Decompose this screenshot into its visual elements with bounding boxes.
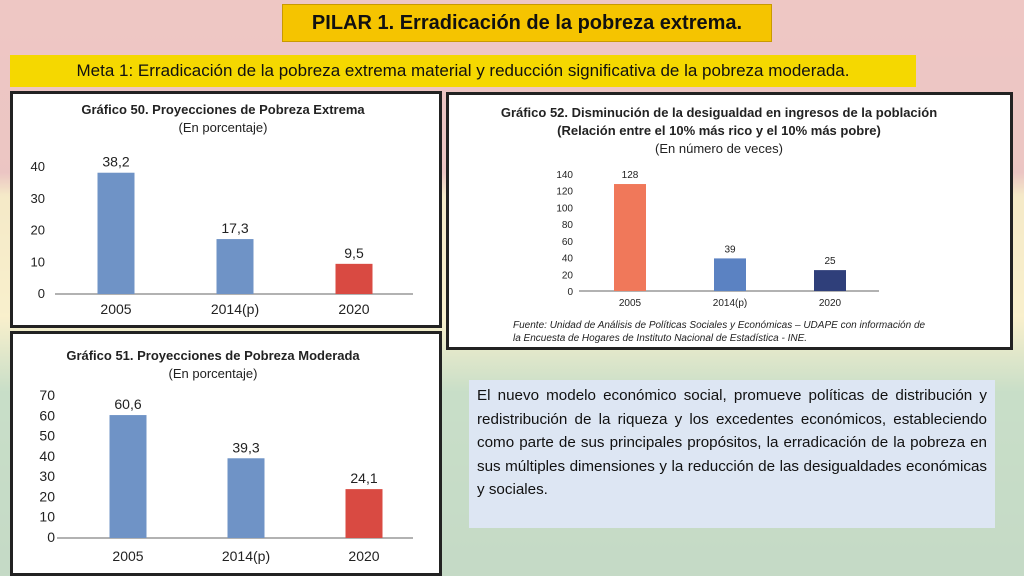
x-tick-label: 2020 — [819, 298, 842, 309]
x-tick-label: 2020 — [338, 301, 369, 317]
data-label: 38,2 — [102, 154, 129, 170]
chart-51-panel: Gráfico 51. Proyecciones de Pobreza Mode… — [10, 331, 442, 576]
y-tick-label: 60 — [562, 237, 574, 248]
chart-source-line-2: la Encuesta de Hogares de Instituto Naci… — [513, 333, 807, 344]
data-label: 39,3 — [232, 439, 259, 455]
description-text: El nuevo modelo económico social, promue… — [469, 380, 995, 528]
y-tick-label: 10 — [39, 509, 55, 525]
data-label: 128 — [622, 170, 639, 181]
bar — [216, 239, 254, 294]
bar — [814, 270, 846, 291]
y-tick-label: 80 — [562, 220, 574, 231]
chart-title: Gráfico 52. Disminución de la desigualda… — [501, 105, 937, 120]
y-tick-label: 140 — [556, 170, 573, 181]
y-tick-label: 0 — [47, 529, 55, 545]
y-tick-label: 0 — [38, 286, 45, 301]
y-tick-label: 20 — [39, 488, 55, 504]
y-tick-label: 40 — [31, 159, 45, 174]
chart-50: Gráfico 50. Proyecciones de Pobreza Extr… — [31, 102, 413, 317]
y-tick-label: 50 — [39, 428, 55, 444]
chart-52-panel: Gráfico 52. Disminución de la desigualda… — [446, 92, 1013, 350]
x-tick-label: 2005 — [619, 298, 642, 309]
y-tick-label: 70 — [39, 387, 55, 403]
y-tick-label: 30 — [31, 191, 45, 206]
chart-subtitle: (En porcentaje) — [179, 120, 268, 135]
y-tick-label: 120 — [556, 187, 573, 198]
chart-subtitle: (Relación entre el 10% más rico y el 10%… — [557, 123, 881, 138]
bar — [227, 458, 265, 538]
x-tick-label: 2014(p) — [211, 301, 259, 317]
bar — [614, 184, 646, 291]
bar — [109, 415, 147, 538]
chart-title: Gráfico 50. Proyecciones de Pobreza Extr… — [81, 102, 365, 117]
y-tick-label: 20 — [562, 270, 574, 281]
data-label: 25 — [824, 256, 836, 267]
y-tick-label: 20 — [31, 223, 45, 238]
chart-source-line-1: Fuente: Unidad de Análisis de Políticas … — [513, 320, 925, 331]
chart-52: Gráfico 52. Disminución de la desigualda… — [501, 105, 937, 344]
bar — [335, 263, 373, 294]
y-tick-label: 0 — [567, 287, 573, 298]
chart-51: Gráfico 51. Proyecciones de Pobreza Mode… — [39, 348, 413, 564]
data-label: 24,1 — [350, 470, 377, 486]
y-tick-label: 10 — [31, 254, 45, 269]
chart-subtitle: (En porcentaje) — [169, 366, 258, 381]
page-title: PILAR 1. Erradicación de la pobreza extr… — [282, 4, 772, 42]
y-tick-label: 60 — [39, 407, 55, 423]
y-tick-label: 40 — [39, 448, 55, 464]
y-tick-label: 40 — [562, 254, 574, 265]
y-tick-label: 30 — [39, 468, 55, 484]
data-label: 9,5 — [344, 245, 364, 261]
bar — [345, 489, 383, 538]
x-tick-label: 2005 — [100, 301, 131, 317]
y-tick-label: 100 — [556, 203, 573, 214]
data-label: 39 — [724, 244, 736, 255]
chart-50-panel: Gráfico 50. Proyecciones de Pobreza Extr… — [10, 91, 442, 328]
x-tick-label: 2020 — [348, 548, 379, 564]
data-label: 60,6 — [114, 396, 141, 412]
chart-title: Gráfico 51. Proyecciones de Pobreza Mode… — [66, 348, 360, 363]
bar — [714, 258, 746, 291]
page-subtitle: Meta 1: Erradicación de la pobreza extre… — [10, 55, 916, 87]
data-label: 17,3 — [221, 220, 248, 236]
x-tick-label: 2014(p) — [222, 548, 270, 564]
bar — [97, 172, 135, 294]
x-tick-label: 2014(p) — [713, 298, 747, 309]
chart-subtitle-units: (En número de veces) — [655, 141, 783, 156]
x-tick-label: 2005 — [112, 548, 143, 564]
